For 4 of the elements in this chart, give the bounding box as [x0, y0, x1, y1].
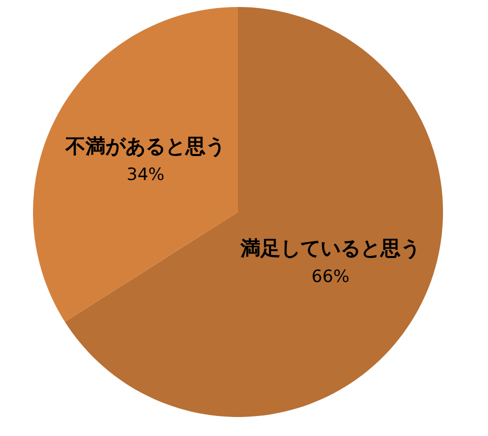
slice-label: 満足していると思う: [239, 236, 420, 260]
slice-label: 不満があると思う: [64, 134, 226, 158]
data-label: 34%: [126, 165, 164, 186]
data-label: 66%: [312, 266, 350, 287]
